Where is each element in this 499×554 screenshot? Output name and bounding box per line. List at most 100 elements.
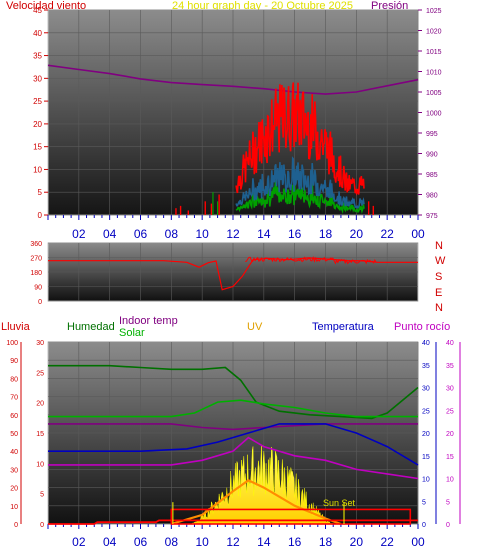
temp-tick-label: 15 [422, 454, 430, 461]
humedad-tick-label: 20 [36, 401, 44, 408]
temp-tick-label: 40 [422, 340, 430, 347]
lluvia-tick-label: 100 [6, 340, 18, 347]
temp-tick-label: 25 [422, 408, 430, 415]
y-right-tick-label: 1000 [426, 111, 442, 118]
x-tick-label: 12 [226, 535, 240, 549]
y-axis-left-ticks: 0 5 10 15 20 25 30 35 40 45 [33, 6, 48, 220]
legend-humedad: Humedad [67, 321, 115, 333]
series-solar [48, 399, 418, 418]
x-tick-label: 08 [165, 535, 179, 549]
lluvia-tick-label: 10 [10, 504, 18, 511]
x-tick-label: 10 [195, 535, 209, 549]
y-tick-label: 25 [33, 97, 42, 106]
dir-label-n-top: N [435, 240, 443, 252]
x-tick-label: 16 [288, 227, 302, 241]
dir-label-w: W [435, 255, 446, 267]
dew-tick-label: 40 [446, 340, 454, 347]
series-uv [170, 479, 342, 526]
lluvia-tick-label: 40 [10, 449, 18, 456]
y-right-tick-label: 1020 [426, 29, 442, 36]
temp-tick-label: 0 [422, 522, 426, 529]
x-tick-label: 14 [257, 227, 271, 241]
y-tick-label: 90 [34, 285, 42, 292]
temp-tick-label: 30 [422, 386, 430, 393]
series-temperatura [48, 423, 419, 466]
y-right-tick-label: 985 [426, 172, 438, 179]
x-tick-label: 12 [226, 227, 240, 241]
daylight-rect [170, 508, 412, 525]
series-punto-roc-o [48, 436, 419, 480]
lluvia-tick-label: 70 [10, 395, 18, 402]
y-tick-label: 5 [38, 188, 43, 197]
legend-lluvia: Lluvia [1, 321, 31, 333]
weather-multi-chart: 0102030405060708090100051015202530051015… [6, 340, 461, 549]
y-axis-right-ticks: 975 980 985 990 995 1000 1005 1010 1015 1020 1025 [418, 8, 442, 220]
y-right-tick-label: 975 [426, 213, 438, 220]
direction-series [48, 255, 418, 291]
dir-label-n-bottom: N [435, 302, 443, 314]
y-tick-label: 15 [33, 143, 42, 152]
chart-title: 24 hour graph day - 20 Octubre 2025 [172, 0, 353, 12]
wind-label: Velocidad viento [6, 0, 86, 12]
temp-tick-label: 5 [422, 499, 426, 506]
dir-label-e: E [435, 287, 442, 299]
x-tick-label: 20 [350, 227, 364, 241]
x-axis-ticks: 02 04 06 08 10 12 14 16 18 20 22 00 [47, 215, 425, 241]
humedad-tick-label: 10 [36, 461, 44, 468]
wind-speed-line [235, 180, 365, 215]
direction-noise-line [245, 255, 377, 265]
x-tick-label: 22 [380, 535, 394, 549]
y-tick-label: 45 [33, 6, 42, 15]
series-humedad [48, 364, 419, 420]
y-tick-label: 10 [33, 165, 42, 174]
lluvia-tick-label: 50 [10, 431, 18, 438]
pressure-label: Presión [371, 0, 408, 12]
wind-gust-line [235, 82, 365, 196]
y-tick-label: 180 [30, 270, 42, 277]
y-tick-label: 30 [33, 74, 42, 83]
x-tick-label: 14 [257, 535, 271, 549]
x-tick-label: 16 [288, 535, 302, 549]
pressure-line [47, 64, 419, 95]
dew-tick-label: 10 [446, 477, 454, 484]
x-tick-label: 04 [103, 227, 117, 241]
lluvia-tick-label: 30 [10, 467, 18, 474]
lluvia-tick-label: 20 [10, 486, 18, 493]
legend-solar: Solar [119, 327, 145, 339]
y-right-tick-label: 1015 [426, 49, 442, 56]
x-tick-label: 06 [134, 227, 148, 241]
y-right-tick-label: 990 [426, 152, 438, 159]
x-tick-label: 04 [103, 535, 117, 549]
temp-tick-label: 10 [422, 477, 430, 484]
x-tick-label: 02 [72, 227, 86, 241]
y-right-tick-label: 1025 [426, 8, 442, 15]
x-tick-label: 02 [72, 535, 86, 549]
dew-tick-label: 30 [446, 386, 454, 393]
humedad-tick-label: 15 [36, 431, 44, 438]
temp-tick-label: 20 [422, 431, 430, 438]
x-tick-label: 00 [411, 535, 425, 549]
humedad-tick-label: 5 [40, 492, 44, 499]
y-tick-label: 360 [30, 241, 42, 248]
weather-series [48, 364, 419, 526]
dir-label-s: S [435, 271, 442, 283]
lluvia-tick-label: 80 [10, 376, 18, 383]
x-tick-label: 06 [134, 535, 148, 549]
legend-indoor-temp: Indoor temp [119, 315, 178, 327]
lluvia-tick-label: 90 [10, 358, 18, 365]
dew-tick-label: 25 [446, 408, 454, 415]
y-tick-label: 20 [33, 120, 42, 129]
y-right-tick-label: 995 [426, 131, 438, 138]
legend-temperatura: Temperatura [312, 321, 375, 333]
humedad-tick-label: 0 [40, 522, 44, 529]
x-tick-label: 00 [411, 227, 425, 241]
axes-ticks: 0102030405060708090100051015202530051015… [6, 340, 461, 529]
wind-average-line [235, 156, 365, 210]
lluvia-line [48, 519, 418, 525]
y-axis-ticks: 0 90 180 270 360 [30, 241, 42, 306]
x-tick-label: 18 [319, 535, 333, 549]
wind-series [47, 64, 419, 215]
y-tick-label: 0 [38, 299, 42, 306]
